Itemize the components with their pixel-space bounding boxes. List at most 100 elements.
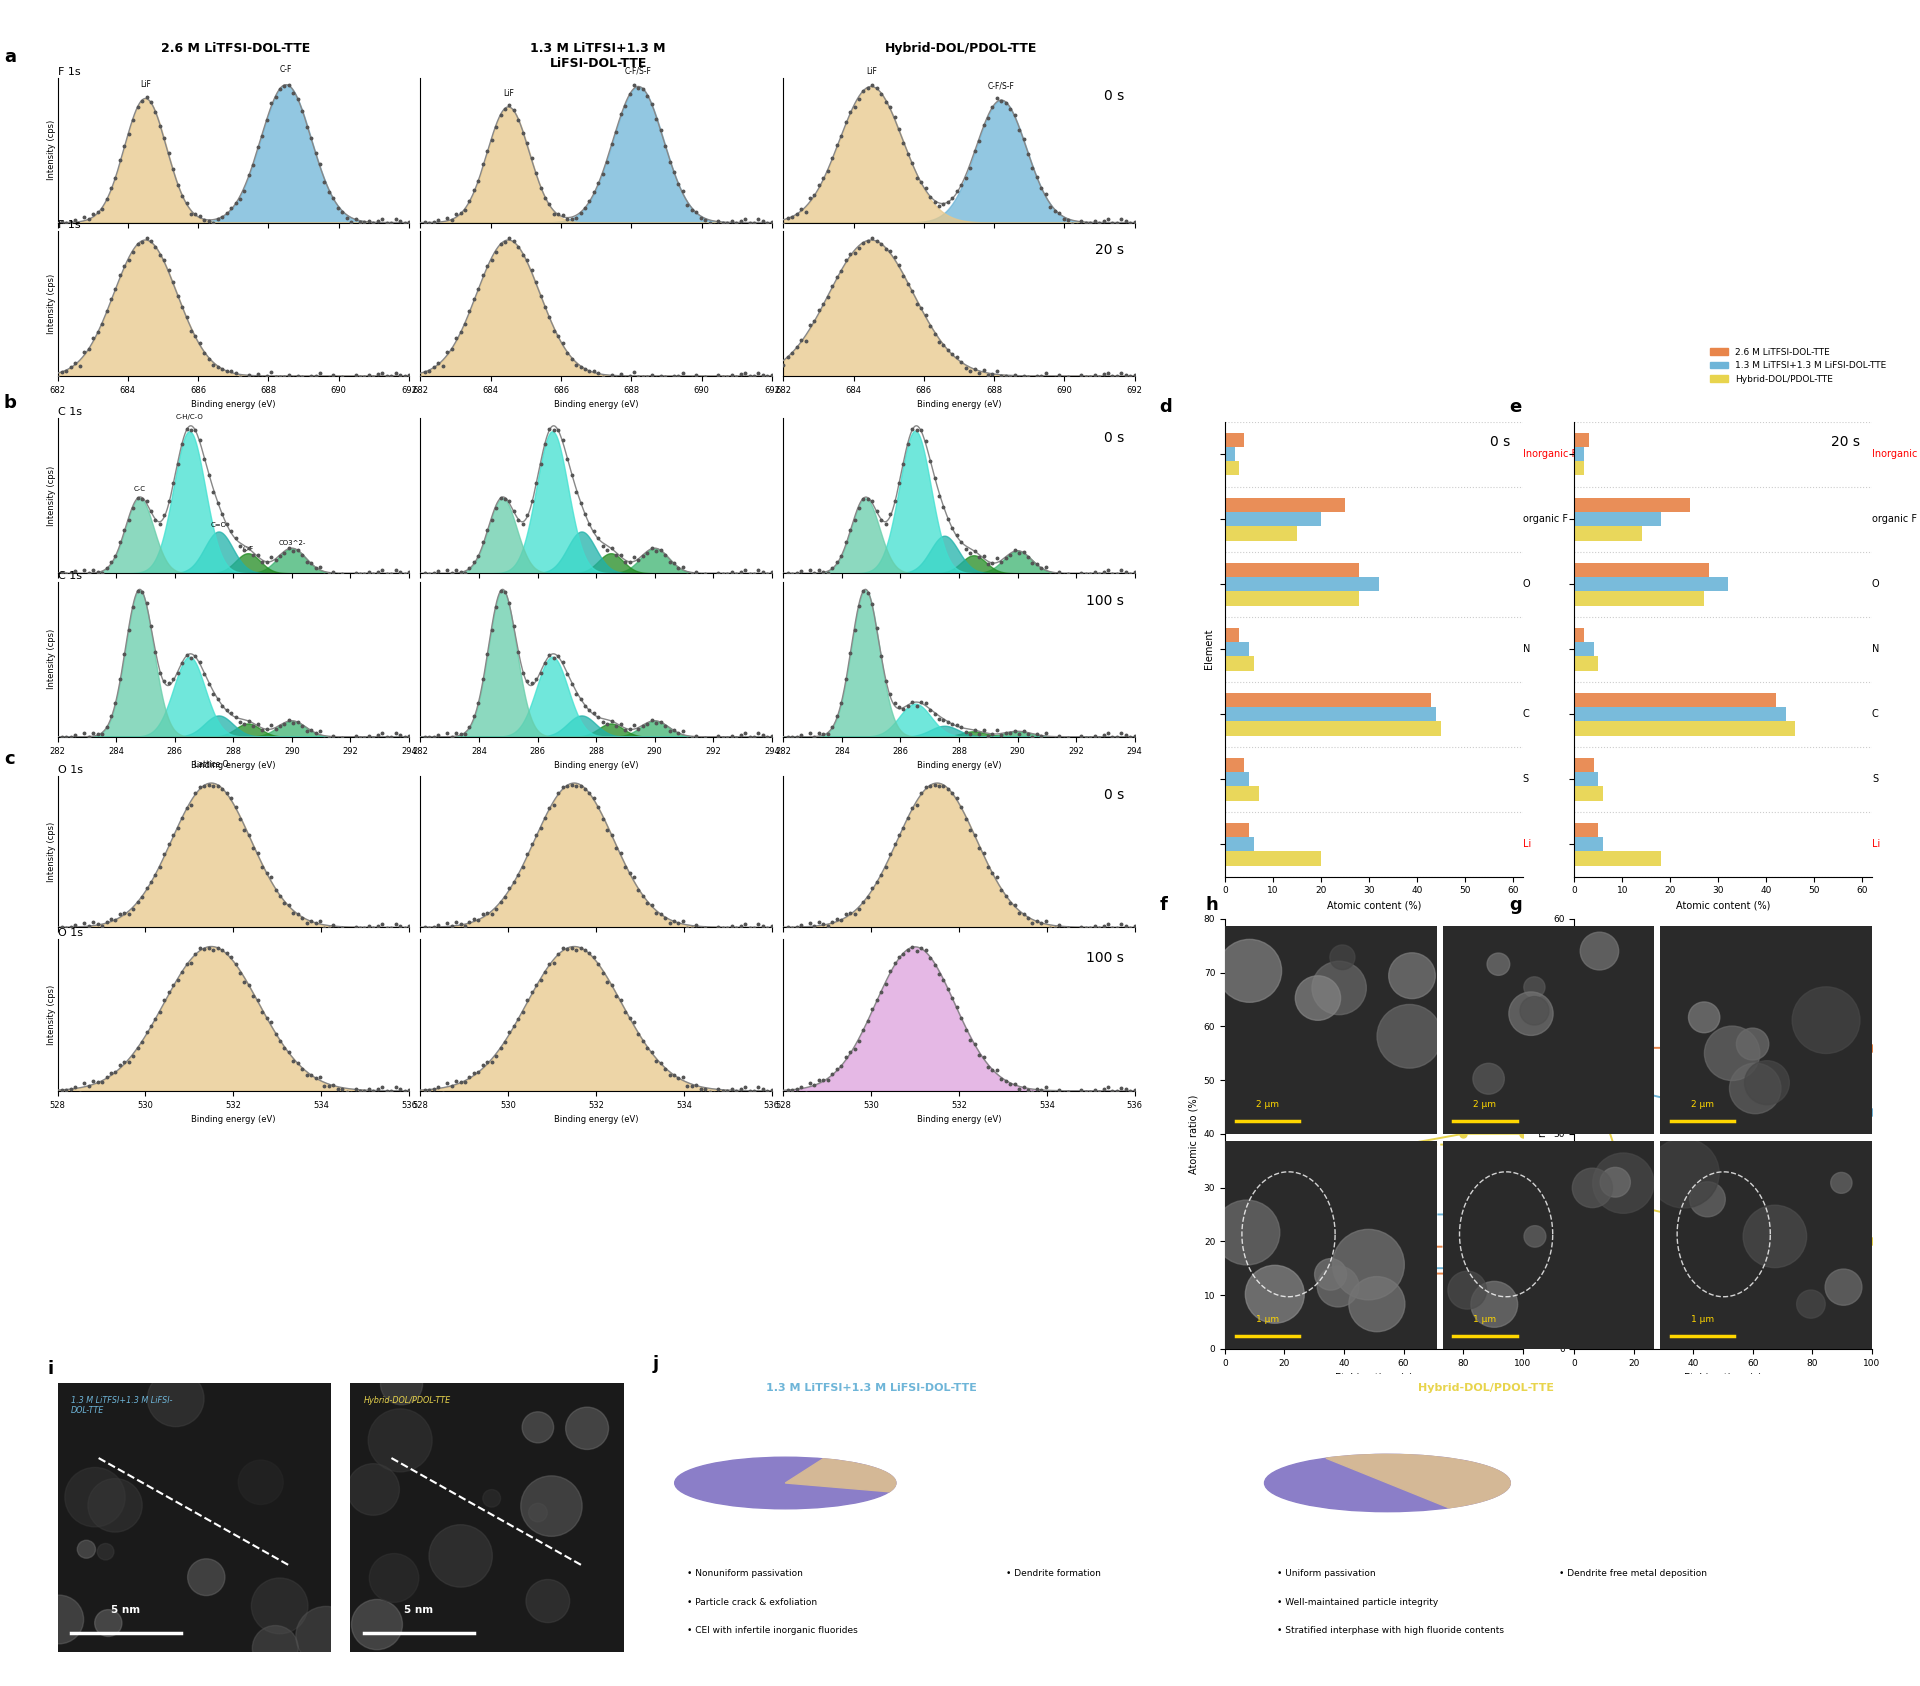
Bar (1574, 786, 1603, 801)
Text: C: C (1523, 710, 1530, 720)
Text: 2.6 M LiTFSI-DOL-TTE: 2.6 M LiTFSI-DOL-TTE (161, 42, 309, 56)
Y-axis label: Intensity (cps): Intensity (cps) (48, 465, 56, 526)
Text: LiF: LiF (866, 67, 877, 76)
Bar (1574, 757, 1594, 772)
Circle shape (1830, 1172, 1853, 1194)
Text: N: N (1872, 644, 1880, 654)
Bar (1225, 577, 1379, 592)
Text: S: S (1872, 774, 1878, 784)
Text: O 1s: O 1s (58, 929, 83, 939)
X-axis label: Binding energy (eV): Binding energy (eV) (190, 760, 276, 771)
X-axis label: Binding energy (eV): Binding energy (eV) (553, 400, 639, 410)
Bar (1225, 563, 1359, 577)
Text: Inorganic F: Inorganic F (1872, 448, 1920, 459)
Text: • Well-maintained particle integrity: • Well-maintained particle integrity (1277, 1598, 1438, 1607)
Bar (1574, 462, 1584, 475)
Circle shape (520, 1475, 582, 1536)
Text: 0 s: 0 s (1490, 435, 1511, 448)
Text: LiF: LiF (503, 89, 515, 98)
Y-axis label: Element: Element (1204, 629, 1213, 669)
Text: a: a (4, 49, 15, 66)
Bar (1225, 526, 1298, 541)
Text: 100 s: 100 s (1087, 951, 1125, 966)
Text: 0 s: 0 s (1104, 787, 1125, 803)
Circle shape (566, 1408, 609, 1450)
Circle shape (380, 1364, 422, 1404)
Circle shape (98, 1543, 113, 1560)
Text: C-F: C-F (280, 64, 292, 74)
Bar (1225, 497, 1344, 513)
Text: 1.3 M LiTFSI+1.3 M LiFSI-DOL-TTE: 1.3 M LiTFSI+1.3 M LiFSI-DOL-TTE (766, 1383, 977, 1393)
X-axis label: Binding energy (eV): Binding energy (eV) (916, 1114, 1002, 1125)
Text: CO3^2-: CO3^2- (278, 540, 305, 546)
Text: 2 μm: 2 μm (1256, 1099, 1279, 1109)
Bar (1574, 772, 1597, 786)
Y-axis label: Intensity (cps): Intensity (cps) (48, 273, 56, 334)
Text: • Uniform passivation: • Uniform passivation (1277, 1570, 1375, 1578)
Circle shape (1572, 1168, 1613, 1207)
Text: F 1s: F 1s (58, 221, 81, 231)
Bar (1225, 851, 1321, 865)
Bar (1225, 656, 1254, 671)
Bar (1574, 513, 1661, 526)
Text: 1 μm: 1 μm (1473, 1315, 1496, 1324)
Text: C: C (1872, 710, 1880, 720)
Bar (1574, 823, 1597, 836)
Circle shape (94, 1610, 123, 1637)
Bar (1574, 706, 1786, 722)
Circle shape (1350, 1276, 1405, 1332)
Bar (1574, 577, 1728, 592)
Text: b: b (4, 395, 17, 411)
X-axis label: Etching time (s): Etching time (s) (1334, 1372, 1413, 1383)
Text: 1 μm: 1 μm (1692, 1315, 1715, 1324)
Text: 1.3 M LiTFSI+1.3 M
LiFSI-DOL-TTE: 1.3 M LiTFSI+1.3 M LiFSI-DOL-TTE (530, 42, 666, 71)
Bar (1574, 526, 1642, 541)
Bar (1225, 772, 1248, 786)
Circle shape (1265, 1455, 1511, 1512)
Text: C-H/C-O: C-H/C-O (175, 413, 204, 420)
Y-axis label: Intensity (cps): Intensity (cps) (48, 629, 56, 690)
Text: 5 nm: 5 nm (405, 1605, 434, 1615)
X-axis label: Binding energy (eV): Binding energy (eV) (190, 1114, 276, 1125)
Text: N: N (1523, 644, 1530, 654)
Circle shape (348, 1463, 399, 1516)
Circle shape (1580, 932, 1619, 969)
Y-axis label: Intensity (cps): Intensity (cps) (48, 821, 56, 882)
Bar (1225, 627, 1240, 642)
Circle shape (252, 1625, 298, 1671)
Bar (1574, 592, 1705, 605)
Circle shape (482, 1489, 501, 1507)
Circle shape (1331, 944, 1356, 969)
Circle shape (1688, 1001, 1720, 1034)
Text: • CEI with infertile inorganic fluorides: • CEI with infertile inorganic fluorides (687, 1627, 858, 1635)
Circle shape (1791, 986, 1860, 1054)
Circle shape (1332, 1229, 1404, 1300)
Bar (1225, 447, 1235, 462)
Text: Hybrid-DOL/PDOL-TTE: Hybrid-DOL/PDOL-TTE (885, 42, 1037, 56)
Text: C 1s: C 1s (58, 408, 81, 418)
X-axis label: Binding energy (eV): Binding energy (eV) (916, 760, 1002, 771)
Circle shape (1524, 1226, 1546, 1248)
Circle shape (188, 1560, 225, 1595)
Circle shape (526, 1580, 570, 1622)
Bar (1574, 722, 1795, 735)
Text: Hybrid-DOL/PDOL-TTE: Hybrid-DOL/PDOL-TTE (1417, 1383, 1553, 1393)
Text: 1.3 M LiTFSI+1.3 M LiFSI-
DOL-TTE: 1.3 M LiTFSI+1.3 M LiFSI- DOL-TTE (71, 1396, 173, 1416)
Circle shape (35, 1595, 84, 1644)
Bar (1574, 836, 1603, 851)
Text: h: h (1206, 897, 1219, 914)
Bar (1225, 757, 1244, 772)
Circle shape (369, 1553, 419, 1602)
Y-axis label: Atomic ratio (%): Atomic ratio (%) (1538, 1094, 1548, 1173)
Circle shape (252, 1578, 307, 1634)
Wedge shape (1327, 1455, 1511, 1507)
Bar (1225, 592, 1359, 605)
Text: 0 s: 0 s (1104, 89, 1125, 103)
Circle shape (1730, 1064, 1782, 1114)
Circle shape (1473, 1064, 1505, 1094)
Y-axis label: Intensity (cps): Intensity (cps) (48, 120, 56, 180)
Circle shape (674, 1457, 897, 1509)
Text: LiF: LiF (140, 79, 152, 89)
X-axis label: Atomic content (%): Atomic content (%) (1676, 900, 1770, 910)
Circle shape (1797, 1290, 1826, 1318)
